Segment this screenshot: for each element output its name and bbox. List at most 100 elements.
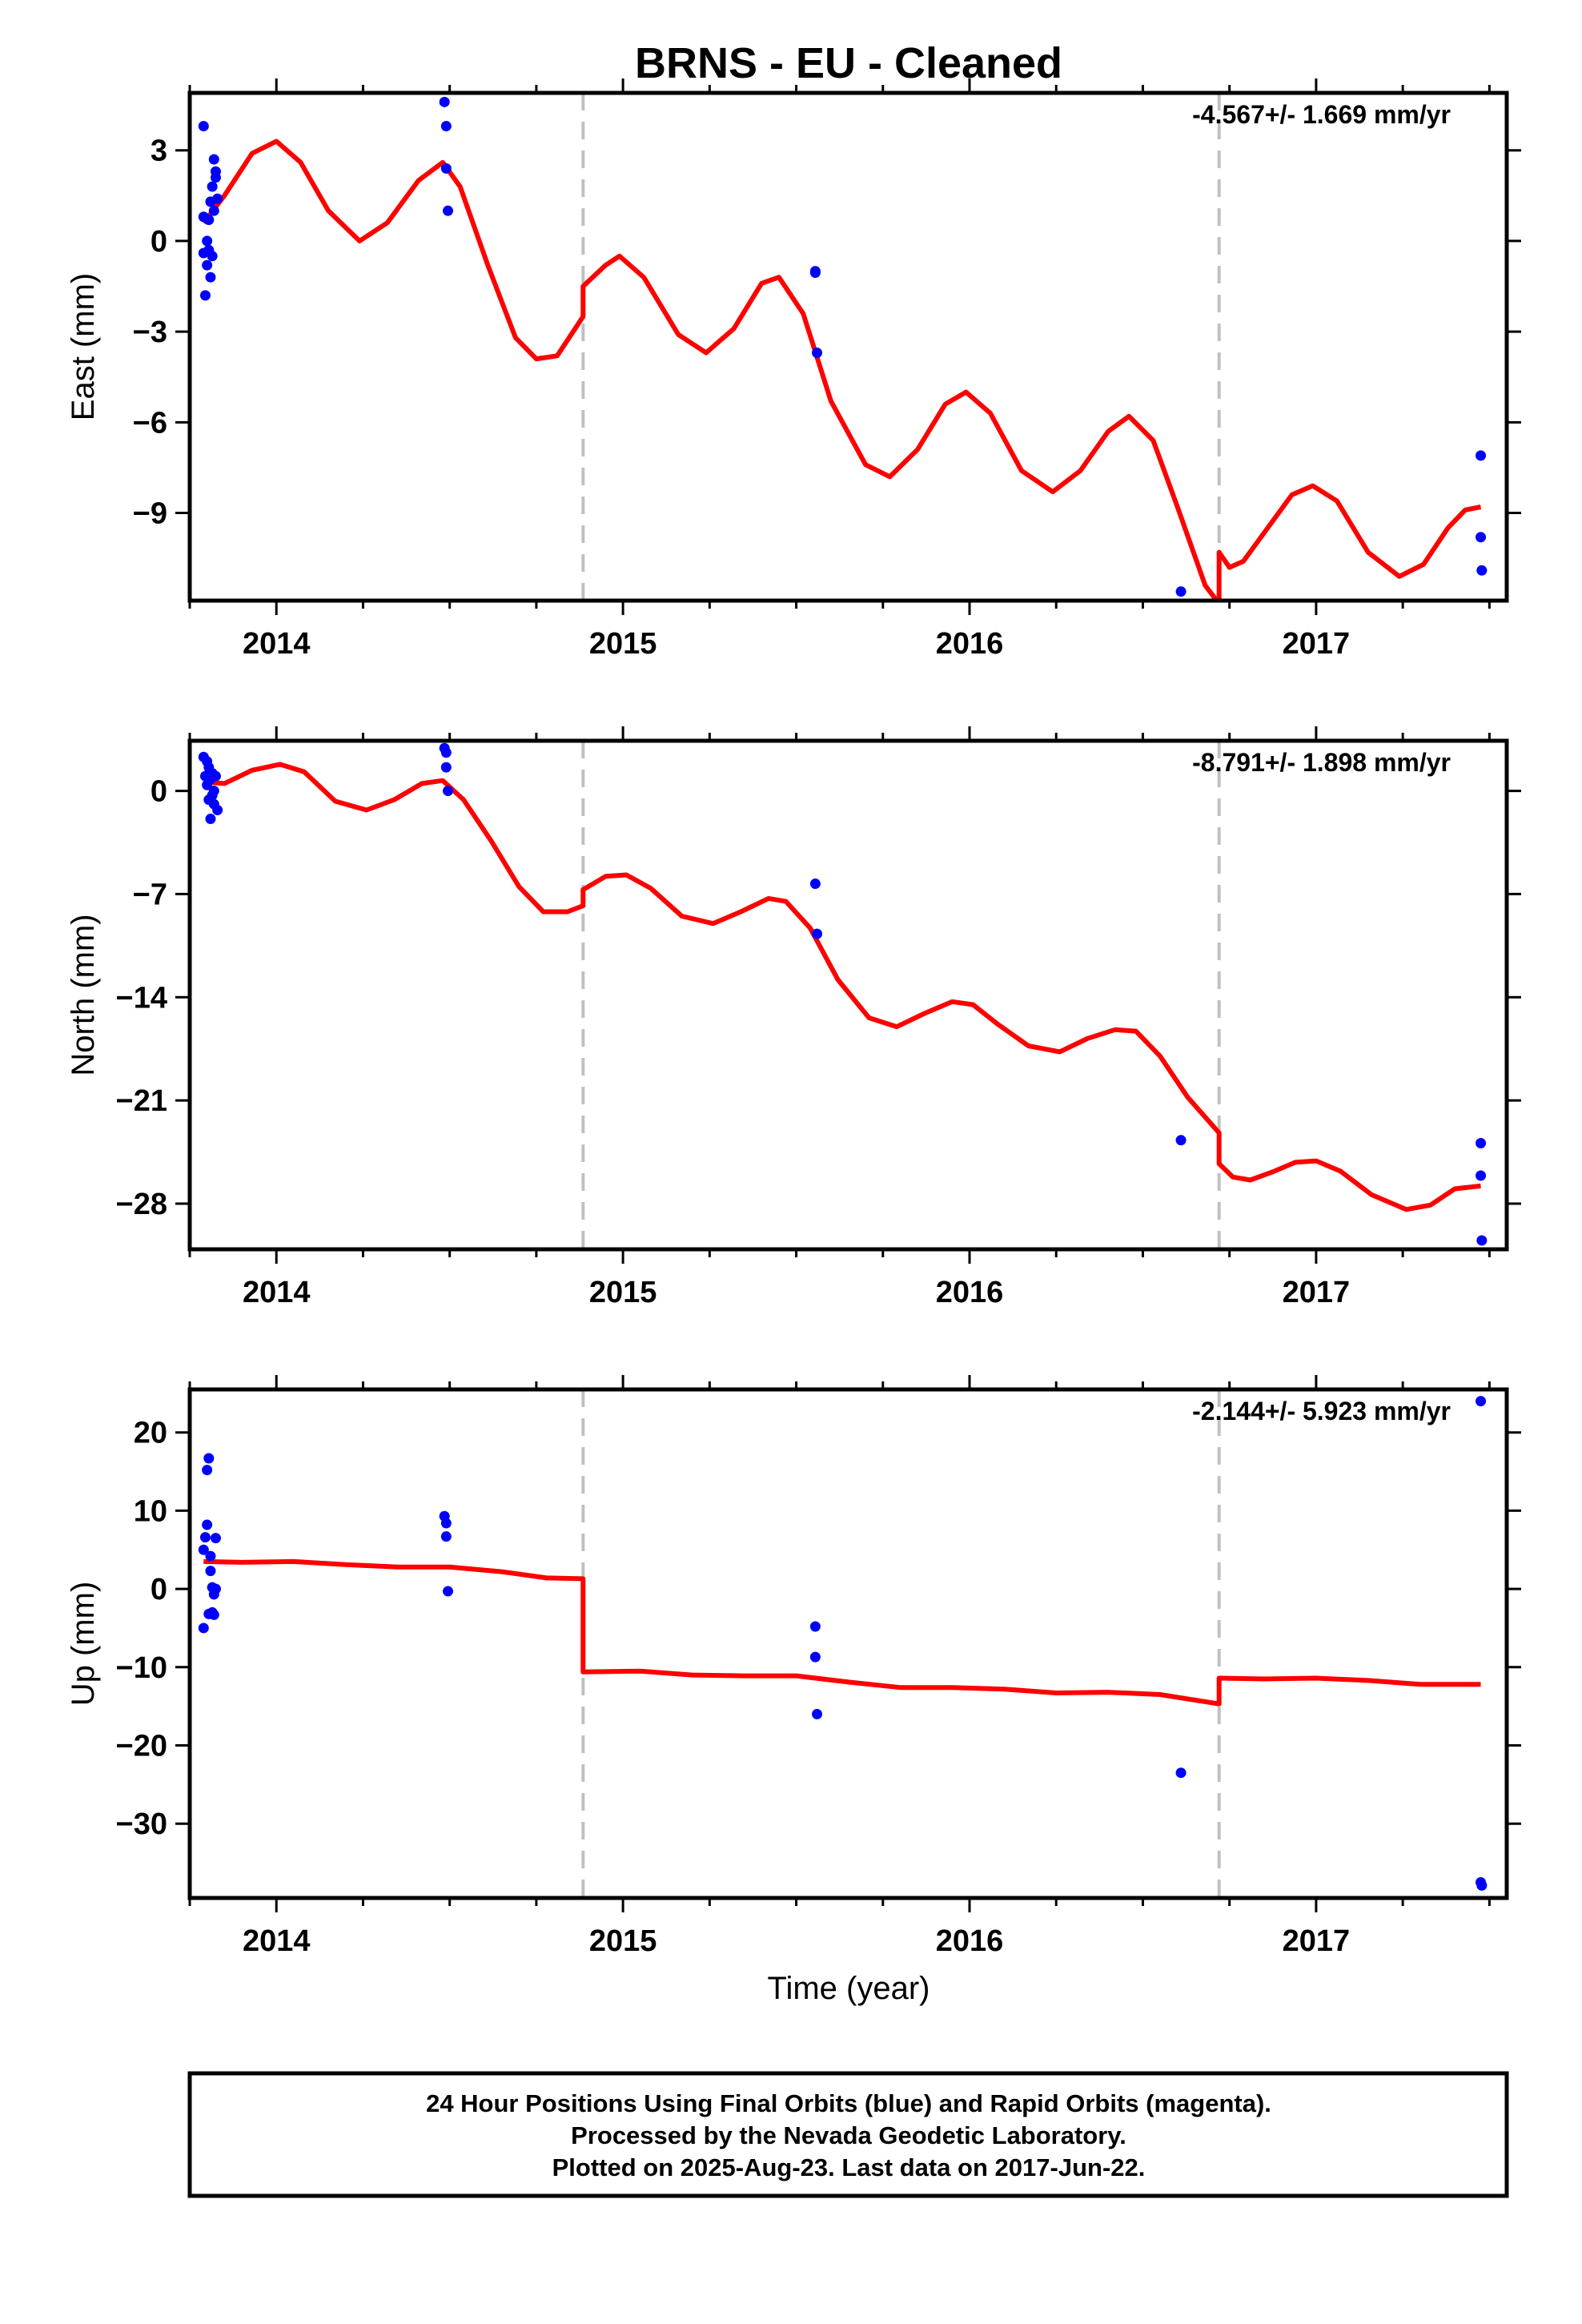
north-plot-frame (187, 738, 1509, 1252)
up-data-point (1476, 1396, 1487, 1407)
east-data-point (440, 121, 452, 132)
north-data-point (208, 786, 219, 797)
north-data-point (212, 805, 223, 816)
up-data-point (208, 1609, 219, 1620)
north-data-point (809, 879, 821, 890)
east-model-line (201, 139, 1482, 601)
east-panel: 2014 2015 2016 2017 3 0 −3 −6 −9 East (mm) -4.567+… (66, 78, 1521, 661)
up-data-point (440, 1531, 452, 1542)
east-data-point (208, 154, 219, 165)
north-data-point (1175, 1135, 1186, 1146)
east-data-point (202, 259, 213, 271)
up-data-point (199, 1532, 211, 1543)
panels: 2014 2015 2016 2017 3 0 −3 −6 −9 East (mm) -4.567+… (66, 78, 1521, 1958)
up-x-tick-label: 2015 (589, 1924, 657, 1958)
east-data-point (207, 251, 218, 262)
up-data-point (205, 1566, 216, 1577)
north-x-tick-label: 2014 (243, 1276, 311, 1309)
east-x-tick-label: 2016 (936, 627, 1004, 661)
north-x-tick-label: 2016 (936, 1276, 1004, 1309)
north-x-tick-label: 2015 (589, 1276, 657, 1309)
footer-line-1: 24 Hour Positions Using Final Orbits (bl… (426, 2089, 1271, 2117)
up-data-point (203, 1453, 215, 1464)
east-plot-frame (187, 90, 1509, 603)
up-data-point (809, 1651, 821, 1663)
north-data-point (440, 747, 452, 758)
east-data-point (1476, 565, 1488, 576)
east-x-tick-label: 2017 (1283, 627, 1351, 661)
footer-line-2: Processed by the Nevada Geodetic Laborat… (571, 2121, 1126, 2149)
up-data-point (198, 1622, 209, 1634)
up-y-tick-label: 20 (134, 1417, 167, 1450)
east-data-point (212, 193, 223, 204)
east-data-point (202, 235, 213, 247)
north-rate-label: -8.791+/- 1.898 mm/yr (1192, 748, 1451, 777)
up-data-point (440, 1518, 452, 1529)
north-data-point (1476, 1170, 1487, 1181)
east-y-axis-label: East (mm) (66, 273, 101, 420)
east-y-tick-label: −6 (133, 406, 167, 440)
up-data-point (205, 1550, 216, 1562)
north-model-line (203, 762, 1481, 1212)
east-x-tick-label: 2015 (589, 627, 657, 661)
footer-line-3: Plotted on 2025-Aug-23. Last data on 201… (552, 2153, 1146, 2181)
east-data-point (440, 163, 452, 174)
east-data-point (203, 215, 215, 225)
east-y-tick-label: 3 (151, 135, 167, 168)
up-y-tick-label: 10 (134, 1494, 167, 1528)
north-data-point (210, 770, 221, 782)
up-y-tick-label: −30 (116, 1807, 167, 1841)
east-data-point (443, 205, 454, 216)
east-data-point (199, 290, 211, 301)
north-x-tick-label: 2017 (1283, 1276, 1351, 1309)
up-data-point (210, 1533, 221, 1544)
north-y-tick-label: −21 (116, 1084, 167, 1118)
north-data-point (812, 928, 823, 939)
east-data-point (205, 271, 216, 283)
up-x-tick-label: 2017 (1283, 1924, 1351, 1958)
up-x-tick-label: 2014 (243, 1924, 311, 1958)
north-data-point (443, 786, 454, 797)
east-data-point (208, 205, 219, 216)
east-y-tick-label: −9 (133, 497, 167, 531)
east-y-tick-label: −3 (133, 316, 167, 349)
up-data-point (1175, 1767, 1186, 1779)
up-plot-frame (187, 1387, 1509, 1900)
up-model-line (203, 1558, 1481, 1707)
up-data-point (1476, 1880, 1488, 1891)
up-y-tick-label: 0 (151, 1573, 167, 1606)
north-y-tick-label: −14 (116, 981, 167, 1015)
up-y-tick-label: −20 (116, 1730, 167, 1763)
up-data-point (812, 1708, 823, 1719)
north-y-tick-label: −7 (133, 878, 167, 911)
north-y-tick-label: 0 (151, 775, 167, 809)
up-data-point (210, 1583, 221, 1594)
east-data-point (210, 166, 221, 177)
east-data-point (809, 267, 821, 279)
up-x-tick-label: 2016 (936, 1924, 1004, 1958)
x-axis-label: Time (year) (768, 1971, 930, 2006)
footer-box (187, 2071, 1509, 2198)
north-data-point (440, 762, 452, 773)
up-panel: 2014 2015 2016 2017 20 10 0 −10 −20 −30 Up (mm) -2.… (66, 1375, 1521, 1958)
up-data-point (198, 1544, 209, 1555)
east-y-tick-label: 0 (151, 225, 167, 259)
east-data-point (1175, 586, 1186, 597)
north-data-point (1476, 1137, 1487, 1148)
up-data-point (202, 1465, 213, 1476)
east-data-point (1476, 532, 1487, 543)
up-data-point (202, 1519, 213, 1530)
north-data-point (1476, 1235, 1488, 1246)
north-y-tick-label: −28 (116, 1188, 167, 1221)
up-y-tick-label: −10 (116, 1651, 167, 1685)
east-x-tick-label: 2014 (243, 627, 311, 661)
up-y-axis-label: Up (mm) (66, 1582, 101, 1707)
up-data-point (809, 1621, 821, 1632)
up-rate-label: -2.144+/- 5.923 mm/yr (1192, 1397, 1451, 1425)
north-data-point (205, 814, 216, 825)
figure-title: BRNS - EU - Cleaned (635, 39, 1062, 87)
north-y-axis-label: North (mm) (66, 914, 101, 1076)
north-panel: 2014 2015 2016 2017 0 −7 −14 −21 −28 North (mm) -8… (66, 726, 1521, 1309)
east-data-point (207, 181, 218, 192)
